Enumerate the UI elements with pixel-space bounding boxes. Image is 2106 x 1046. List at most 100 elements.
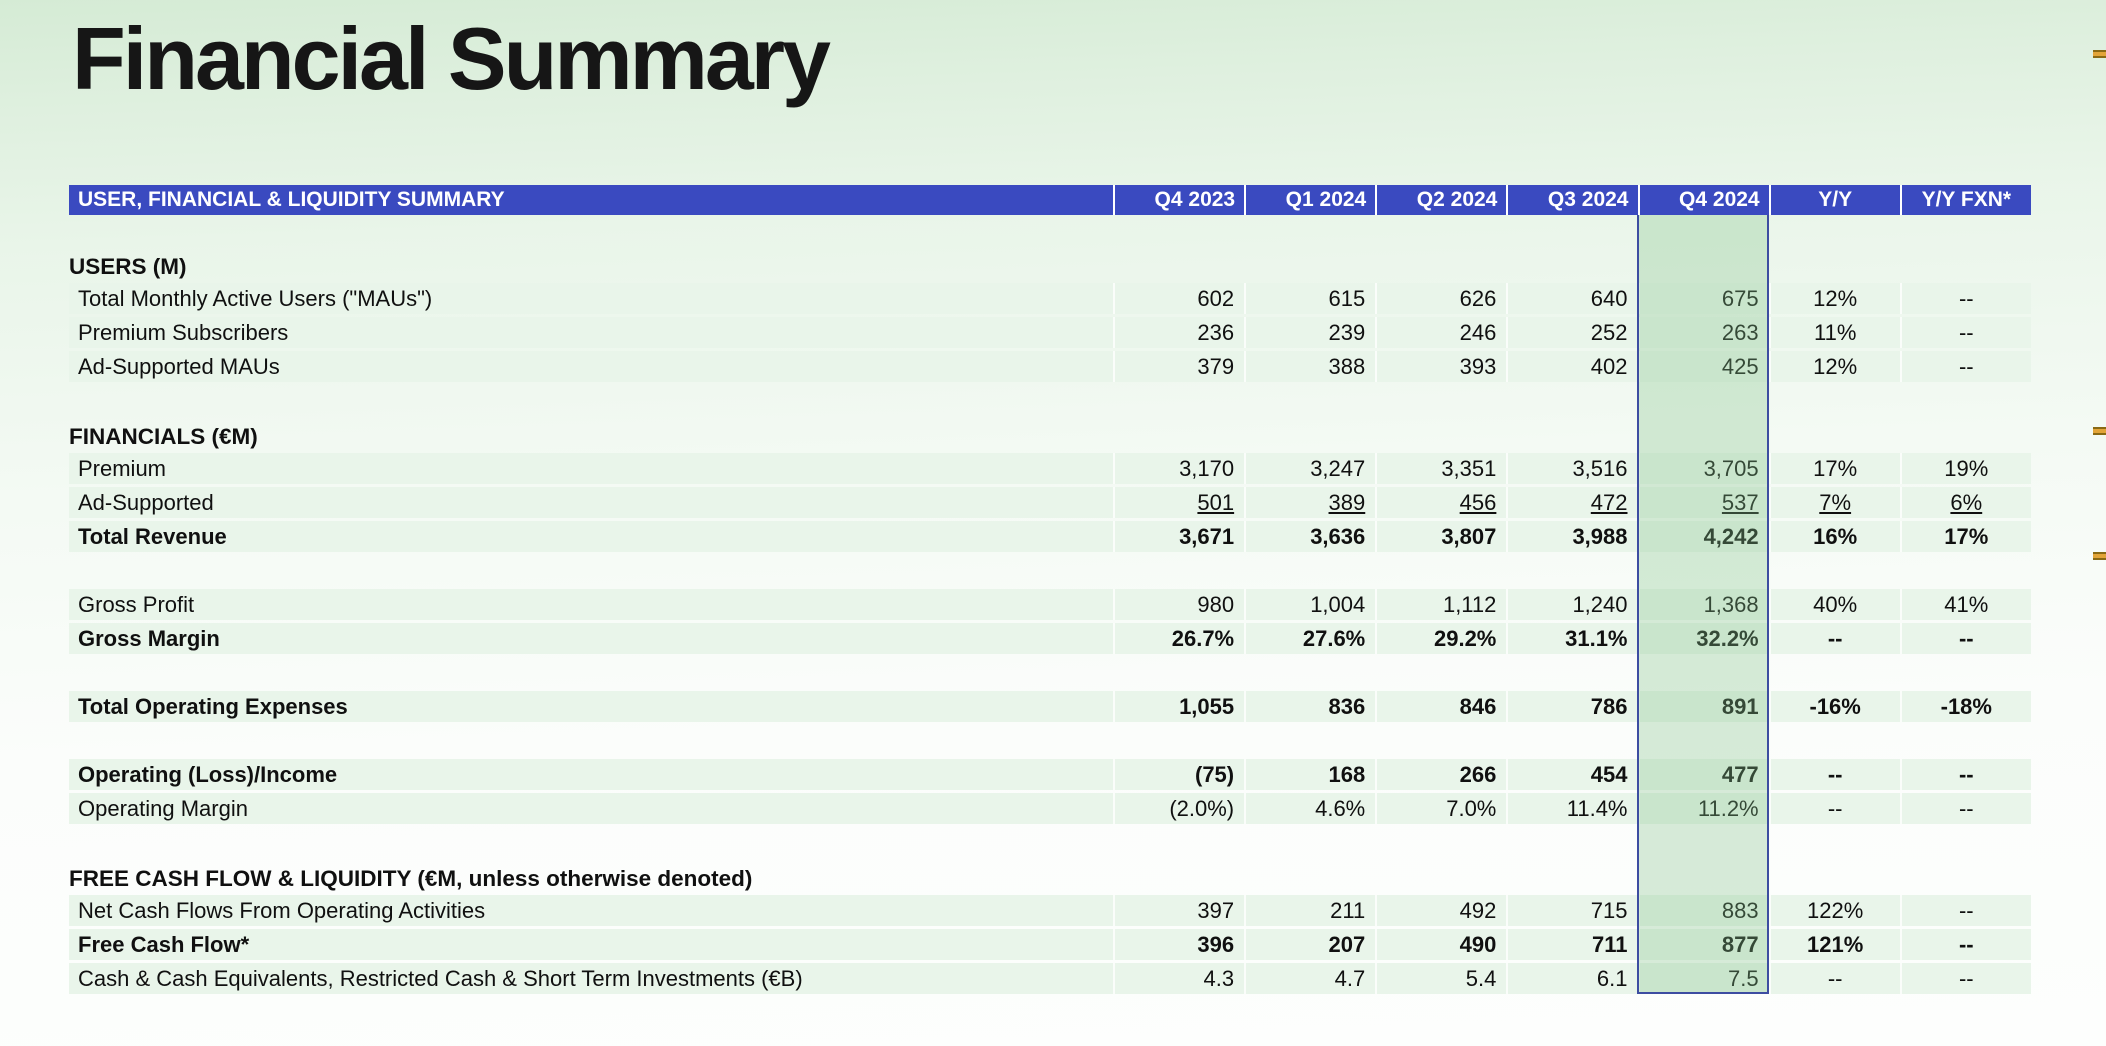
value-cell: 396 (1113, 929, 1245, 960)
value-cell: 1,368 (1637, 589, 1769, 620)
value-cell: 17% (1768, 453, 1900, 484)
table-row: Net Cash Flows From Operating Activities… (69, 895, 2031, 926)
section-row: FREE CASH FLOW & LIQUIDITY (€M, unless o… (69, 861, 2031, 895)
value-cell: 121% (1768, 929, 1900, 960)
section-row: FINANCIALS (€M) (69, 419, 2031, 453)
value-cell: 17% (1899, 521, 2031, 552)
value-cell: -- (1768, 963, 1900, 994)
value-cell: 207 (1244, 929, 1376, 960)
table-row: Ad-Supported 501 389 456 472 537 7% 6% (69, 487, 2031, 518)
value-cell: 168 (1244, 759, 1376, 790)
value-cell: 454 (1506, 759, 1638, 790)
value-cell: 12% (1768, 351, 1900, 382)
value-cell: 472 (1506, 487, 1638, 518)
value-cell: 16% (1768, 521, 1900, 552)
value-cell: 602 (1113, 283, 1245, 314)
value-cell: 615 (1244, 283, 1376, 314)
value-cell: 3,671 (1113, 521, 1245, 552)
value-cell: 397 (1113, 895, 1245, 926)
table-row: Gross Margin 26.7% 27.6% 29.2% 31.1% 32.2% -- -… (69, 623, 2031, 654)
value-cell: (2.0%) (1113, 793, 1245, 824)
value-cell: 980 (1113, 589, 1245, 620)
value-cell: 11.2% (1637, 793, 1769, 824)
row-label: Gross Margin (69, 623, 1113, 654)
value-cell: 379 (1113, 351, 1245, 382)
value-cell: 3,351 (1375, 453, 1507, 484)
value-cell: 6% (1899, 487, 2031, 518)
value-cell: 11.4% (1506, 793, 1638, 824)
value-cell: 27.6% (1244, 623, 1376, 654)
value-cell: 3,988 (1506, 521, 1638, 552)
value-cell: 5.4 (1375, 963, 1507, 994)
row-label: Premium Subscribers (69, 317, 1113, 348)
table-row: Ad-Supported MAUs 379 388 393 402 425 12% -- (69, 351, 2031, 382)
value-cell: 501 (1113, 487, 1245, 518)
column-header-q3-2024: Q3 2024 (1506, 185, 1637, 215)
page-title: Financial Summary (72, 9, 831, 108)
spacer-row (69, 827, 2031, 861)
value-cell: -16% (1768, 691, 1900, 722)
value-cell: 266 (1375, 759, 1507, 790)
value-cell: 11% (1768, 317, 1900, 348)
value-cell: 1,004 (1244, 589, 1376, 620)
spacer-row (69, 725, 2031, 759)
section-label: FREE CASH FLOW & LIQUIDITY (€M, unless o… (69, 866, 753, 891)
value-cell: 246 (1375, 317, 1507, 348)
row-label: Cash & Cash Equivalents, Restricted Cash… (69, 963, 1113, 994)
row-label: Ad-Supported MAUs (69, 351, 1113, 382)
value-cell: 41% (1899, 589, 2031, 620)
value-cell: 388 (1244, 351, 1376, 382)
value-cell: 122% (1768, 895, 1900, 926)
value-cell: 425 (1637, 351, 1769, 382)
table-row: Operating (Loss)/Income (75) 168 266 454 477-… (69, 759, 2031, 790)
value-cell: 1,112 (1375, 589, 1507, 620)
table-header-row: USER, FINANCIAL & LIQUIDITY SUMMARY Q4 2… (69, 185, 2031, 215)
value-cell: 836 (1244, 691, 1376, 722)
value-cell: 263 (1637, 317, 1769, 348)
value-cell: 19% (1899, 453, 2031, 484)
value-cell: 236 (1113, 317, 1245, 348)
value-cell: 211 (1244, 895, 1376, 926)
value-cell: 389 (1244, 487, 1376, 518)
value-cell: 3,636 (1244, 521, 1376, 552)
section-label: USERS (M) (69, 254, 187, 279)
value-cell: 393 (1375, 351, 1507, 382)
value-cell: -- (1768, 623, 1900, 654)
value-cell: 12% (1768, 283, 1900, 314)
value-cell: 490 (1375, 929, 1507, 960)
value-cell: 4.3 (1113, 963, 1245, 994)
financial-summary-table: USER, FINANCIAL & LIQUIDITY SUMMARY Q4 2… (69, 185, 2031, 997)
value-cell: 711 (1506, 929, 1638, 960)
spacer-row (69, 215, 2031, 249)
value-cell: 1,240 (1506, 589, 1638, 620)
value-cell: -- (1899, 623, 2031, 654)
row-label: Net Cash Flows From Operating Activities (69, 895, 1113, 926)
value-cell: 40% (1768, 589, 1900, 620)
value-cell: 3,516 (1506, 453, 1638, 484)
value-cell: -- (1899, 929, 2031, 960)
table-row: Operating Margin (2.0%) 4.6% 7.0% 11.4% 11.2%… (69, 793, 2031, 824)
value-cell: 6.1 (1506, 963, 1638, 994)
value-cell: 239 (1244, 317, 1376, 348)
value-cell: 891 (1637, 691, 1769, 722)
column-header-y-y-fxn-: Y/Y FXN* (1899, 185, 2031, 215)
value-cell: -- (1768, 759, 1900, 790)
value-cell: 26.7% (1113, 623, 1245, 654)
spacer-row (69, 385, 2031, 419)
value-cell: -- (1899, 317, 2031, 348)
value-cell: 626 (1375, 283, 1507, 314)
value-cell: 715 (1506, 895, 1638, 926)
value-cell: -- (1899, 351, 2031, 382)
value-cell: -- (1899, 895, 2031, 926)
row-label: Total Operating Expenses (69, 691, 1113, 722)
value-cell: 640 (1506, 283, 1638, 314)
spacer-row (69, 657, 2031, 691)
value-cell: -18% (1899, 691, 2031, 722)
value-cell: -- (1899, 963, 2031, 994)
value-cell: (75) (1113, 759, 1245, 790)
value-cell: 883 (1637, 895, 1769, 926)
value-cell: 675 (1637, 283, 1769, 314)
value-cell: 537 (1637, 487, 1769, 518)
row-label: Operating (Loss)/Income (69, 759, 1113, 790)
